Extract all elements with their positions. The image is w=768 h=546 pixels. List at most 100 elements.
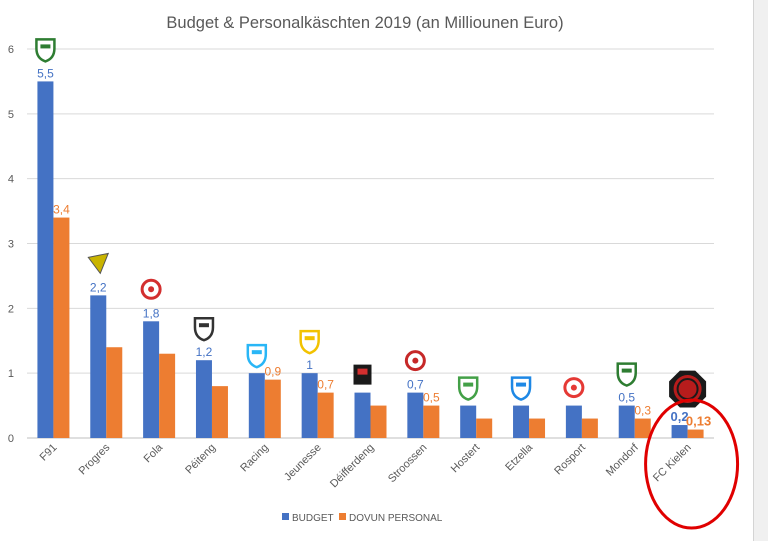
badge-shape: [510, 376, 532, 401]
bar-budget: [565, 405, 582, 438]
badge-shape: [516, 382, 527, 387]
badge-shape: [457, 376, 479, 401]
bar-budget: [513, 405, 530, 438]
badge-shape: [40, 44, 51, 49]
fola-badge-icon: [140, 278, 162, 300]
bar-personal: [159, 353, 176, 438]
badge-shape: [621, 368, 632, 373]
bar-personal: [634, 418, 651, 438]
x-tick-label: Etzella: [503, 441, 535, 473]
x-tick-label: Progres: [77, 441, 113, 477]
badge-shape: [357, 368, 368, 375]
highlight-annotation: [644, 398, 740, 530]
badge-shape: [299, 329, 320, 355]
data-label-personal: 3,4: [53, 203, 70, 217]
x-tick-label: Racing: [238, 442, 271, 475]
bar-personal: [476, 418, 493, 438]
bar-budget: [248, 373, 265, 438]
badge-shape: [148, 286, 155, 293]
legend-label: BUDGET: [292, 513, 334, 524]
rosport-badge-icon: [563, 377, 585, 399]
badge-shape: [198, 323, 209, 328]
racing-badge-icon: [246, 343, 268, 369]
bar-personal: [317, 392, 334, 438]
data-label-personal: 0,5: [423, 391, 440, 405]
hostert-badge-icon: [457, 376, 479, 401]
highlight-ellipse: [644, 398, 740, 530]
bar-personal: [687, 429, 704, 438]
data-label-personal: 0,9: [264, 365, 281, 379]
badge-shape: [246, 343, 268, 369]
legend-swatch: [282, 513, 289, 520]
y-tick-label: 3: [8, 239, 14, 251]
data-label-budget: 0,2: [671, 409, 689, 424]
bar-budget: [618, 405, 635, 438]
x-tick-label: Mondorf: [604, 441, 642, 479]
data-label-budget: 1,8: [143, 306, 160, 320]
data-labels: 5,53,42,21,81,20,9 10,7 0,70,5 0,50,3 0,20,1…: [37, 66, 711, 428]
x-tick-label: Péiteng: [183, 442, 218, 477]
data-label-budget: 0,5: [618, 391, 635, 405]
badge-shape: [193, 316, 215, 342]
bar-budget: [37, 81, 54, 439]
club-badges: [35, 38, 707, 408]
bar-budget: [90, 295, 107, 438]
peiteng-badge-icon: [193, 316, 215, 342]
jeunesse-badge-icon: [299, 329, 320, 355]
gridlines: [27, 48, 714, 439]
x-tick-label: FC Kielen: [651, 442, 694, 485]
data-label-budget: 2,2: [90, 280, 107, 294]
bar-personal: [529, 418, 546, 438]
x-axis-tick-labels: F91 Progres Fola Péiteng Racing Jeunesse Déiff…: [38, 441, 694, 490]
legend: BUDGET DOVUN PERSONAL: [282, 513, 443, 524]
x-tick-label: Fola: [142, 441, 166, 465]
badge-shape: [463, 382, 474, 387]
data-label-budget: 0,7: [407, 378, 424, 392]
stroossen-badge-icon: [404, 350, 426, 372]
bar-budget: [301, 373, 318, 438]
deifferdeng-badge-icon: [353, 364, 372, 385]
bar-budget: [407, 392, 424, 438]
data-label-budget: 1,2: [196, 345, 213, 359]
chart-title: Budget & Personalkäschten 2019 (an Milli…: [166, 14, 563, 32]
badge-shape: [35, 38, 56, 63]
legend-label: DOVUN PERSONAL: [349, 513, 443, 524]
bar-budget: [460, 405, 477, 438]
mondorf-badge-icon: [616, 362, 637, 387]
x-tick-label: F91: [38, 442, 60, 464]
etzella-badge-icon: [510, 376, 532, 401]
y-tick-label: 1: [8, 368, 14, 380]
data-label-personal: 0,13: [686, 414, 711, 429]
badge-shape: [87, 252, 110, 275]
window-edge: [753, 0, 768, 541]
bars: [37, 81, 704, 439]
data-label-personal: 0,7: [317, 378, 334, 392]
bar-personal: [211, 386, 228, 438]
x-tick-label: Déifferdeng: [328, 442, 377, 491]
f91-badge-icon: [35, 38, 56, 63]
badge-shape: [570, 384, 577, 391]
x-tick-label: Jeunesse: [282, 442, 324, 484]
y-axis-tick-labels: 0 1 2 3 4 5 6: [8, 44, 14, 445]
y-tick-label: 0: [8, 433, 14, 445]
data-label-personal: 0,3: [634, 404, 651, 418]
bar-budget: [143, 321, 160, 438]
badge-shape: [412, 357, 419, 364]
bar-personal: [53, 217, 70, 438]
bar-budget: [671, 425, 688, 438]
badge-shape: [251, 350, 262, 355]
bar-personal: [370, 405, 387, 438]
x-tick-label: Hostert: [449, 442, 483, 476]
bar-personal: [264, 379, 281, 438]
bar-personal: [423, 405, 440, 438]
x-tick-label: Stroossen: [386, 442, 430, 486]
legend-swatch: [339, 513, 346, 520]
data-label-budget: 5,5: [37, 66, 54, 80]
y-tick-label: 6: [8, 44, 14, 56]
bar-personal: [581, 418, 598, 438]
y-tick-label: 2: [8, 303, 14, 315]
bar-budget: [195, 360, 212, 438]
bar-budget: [354, 392, 371, 438]
